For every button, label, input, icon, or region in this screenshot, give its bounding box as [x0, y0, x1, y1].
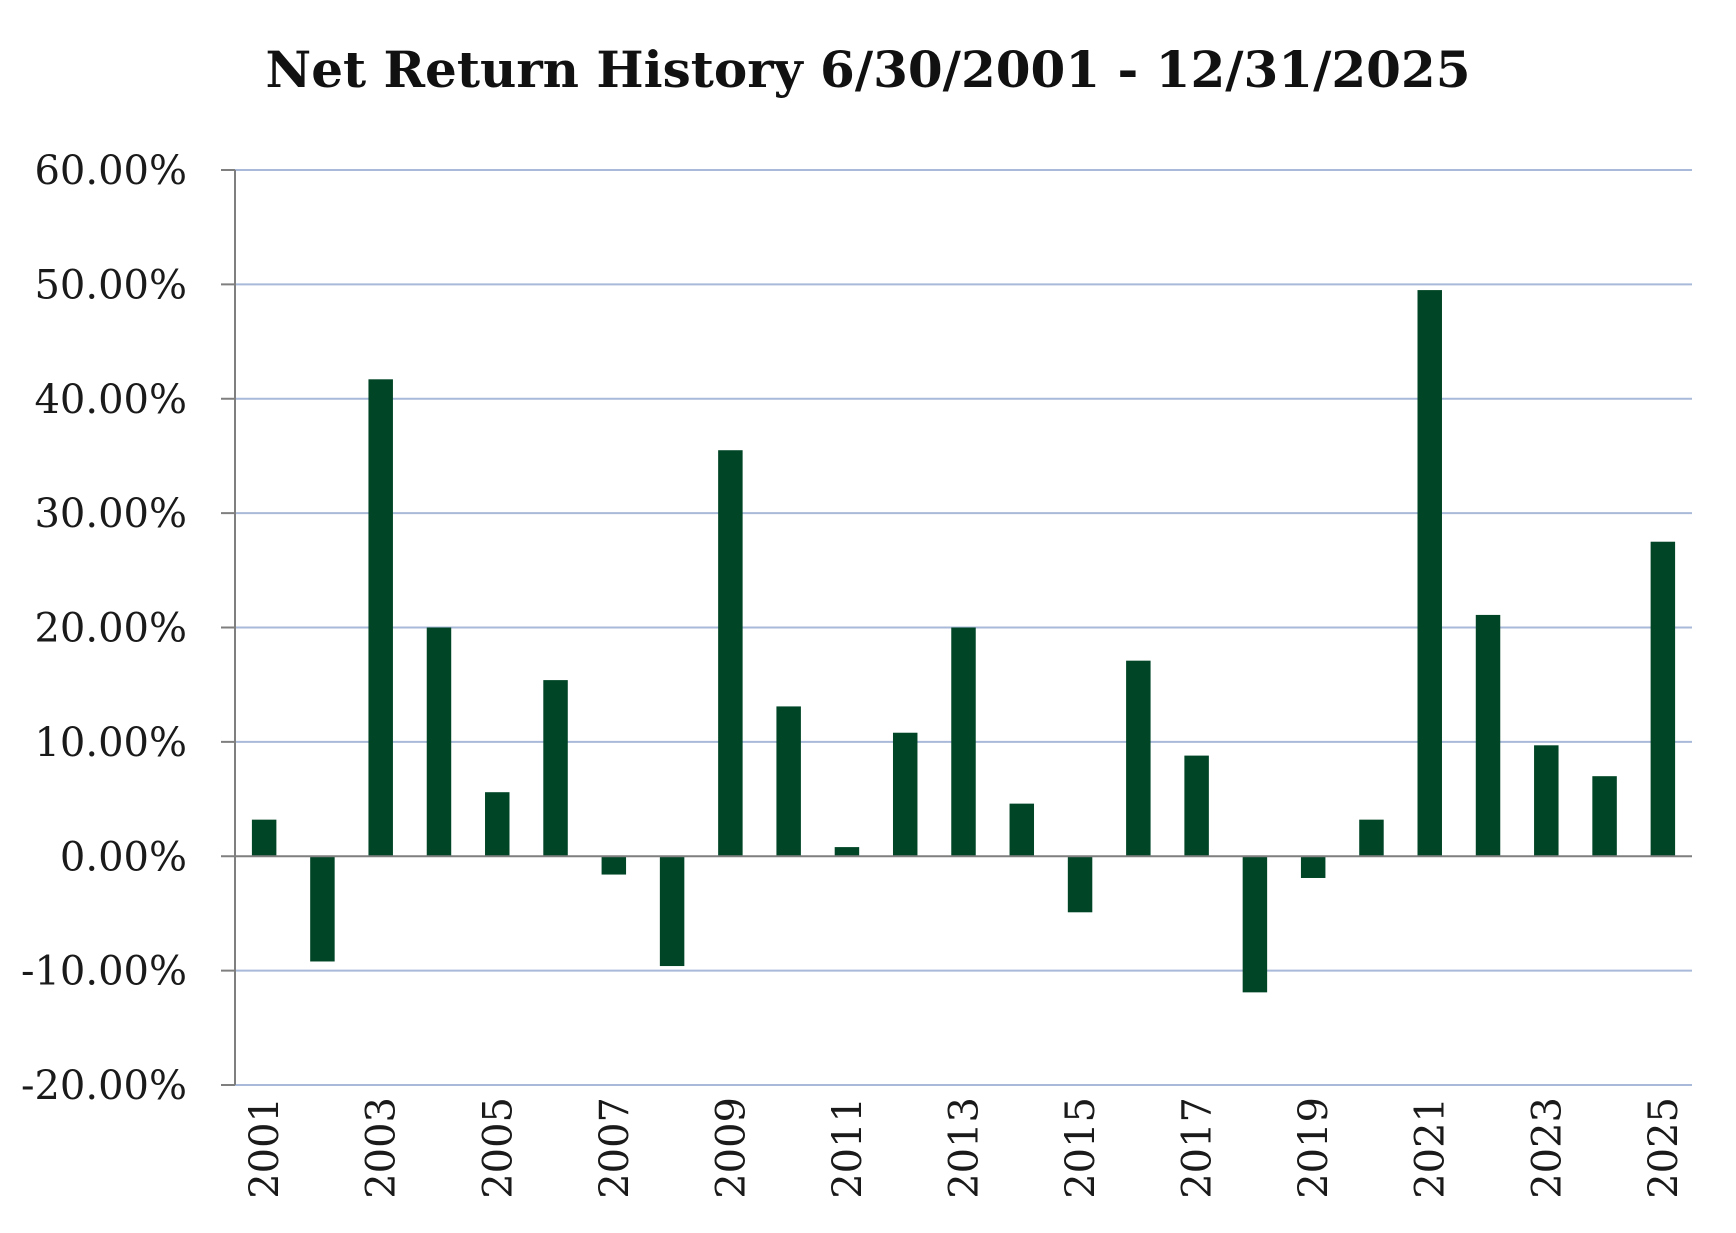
y-tick-labels: 60.00% 50.00% 40.00% 30.00% 20.00% 10.00% 0.00… — [21, 148, 187, 1109]
y-tick-label: 60.00% — [34, 148, 187, 194]
x-tick-labels: 2001 2003 2005 2007 2009 2011 2013 2015 2017 2019… — [242, 1097, 1687, 1199]
axes — [221, 169, 1692, 1086]
bar-2023 — [1534, 745, 1559, 857]
bar-2005 — [485, 792, 510, 857]
y-tick-label: 30.00% — [34, 491, 187, 537]
bar-2006 — [543, 680, 568, 857]
bar-2004 — [426, 627, 452, 857]
bar-2017 — [1184, 755, 1209, 857]
y-tick-label: -20.00% — [21, 1063, 187, 1109]
bar-2003 — [368, 379, 393, 857]
x-tick-label: 2001 — [242, 1097, 288, 1199]
bar-2008 — [659, 856, 685, 967]
bar-2014 — [1009, 803, 1035, 857]
y-tick-label: -10.00% — [21, 949, 187, 995]
bar-2024 — [1592, 776, 1617, 857]
y-tick-label: 0.00% — [60, 834, 187, 880]
bar-2001 — [251, 819, 277, 857]
bar-2013 — [951, 627, 976, 857]
bar-2007 — [601, 856, 627, 875]
x-tick-label: 2005 — [475, 1097, 521, 1199]
x-tick-label: 2003 — [359, 1097, 405, 1199]
bar-2002 — [310, 856, 335, 962]
bar-2011 — [834, 847, 860, 857]
x-tick-label: 2023 — [1524, 1097, 1570, 1199]
x-tick-label: 2011 — [825, 1097, 871, 1199]
bar-2018 — [1242, 856, 1268, 993]
x-tick-label: 2019 — [1291, 1097, 1337, 1199]
bar-2015 — [1067, 856, 1093, 913]
bar-2021 — [1417, 290, 1442, 857]
bar-2016 — [1126, 660, 1151, 857]
bar-2009 — [718, 450, 743, 857]
y-tick-label: 20.00% — [34, 606, 187, 652]
bar-2019 — [1300, 856, 1326, 878]
x-tick-label: 2013 — [942, 1097, 988, 1199]
bars — [251, 290, 1676, 993]
bar-2025 — [1650, 541, 1676, 857]
x-tick-label: 2009 — [708, 1097, 754, 1199]
bar-2020 — [1359, 819, 1384, 857]
y-tick-label: 40.00% — [34, 377, 187, 423]
x-tick-label: 2021 — [1408, 1097, 1454, 1199]
bar-2022 — [1475, 614, 1501, 857]
chart-title: Net Return History 6/30/2001 - 12/31/202… — [265, 40, 1471, 99]
x-tick-label: 2017 — [1175, 1097, 1221, 1199]
bar-2012 — [892, 732, 918, 857]
x-tick-label: 2007 — [592, 1097, 638, 1199]
x-tick-label: 2015 — [1058, 1097, 1104, 1199]
bar-2010 — [776, 706, 801, 857]
x-tick-label: 2025 — [1641, 1097, 1687, 1199]
y-tick-label: 10.00% — [34, 720, 187, 766]
y-tick-label: 50.00% — [34, 262, 187, 308]
